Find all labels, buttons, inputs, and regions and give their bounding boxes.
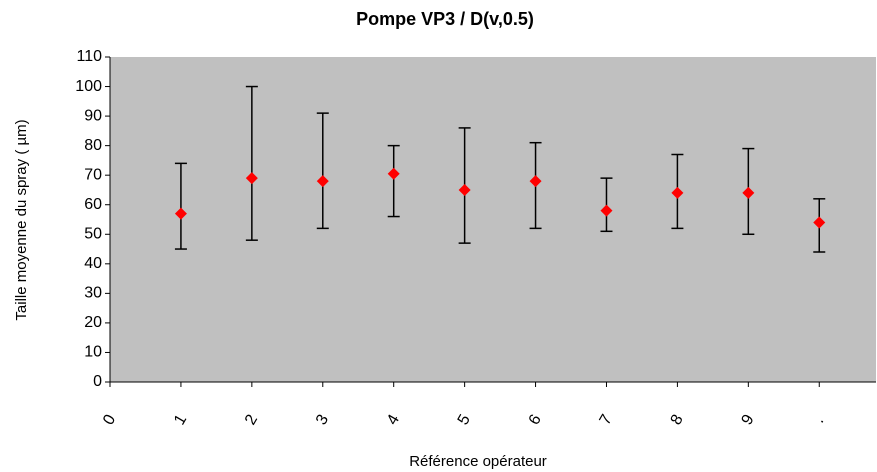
x-tick-label: 1 xyxy=(171,412,190,428)
x-tick-label: 2 xyxy=(242,412,261,428)
y-tick-label: 100 xyxy=(75,78,102,95)
point xyxy=(458,183,471,196)
point xyxy=(245,172,258,185)
point xyxy=(387,167,400,180)
y-tick-label: 50 xyxy=(84,225,102,242)
y-axis-title: Taille moyenne du spray ( µm) xyxy=(13,119,30,320)
y-tick-label: 90 xyxy=(84,107,102,124)
plot-area xyxy=(110,57,876,382)
y-tick-label: 0 xyxy=(93,373,102,390)
x-tick-label: 6 xyxy=(526,412,545,428)
x-tick-label: 4 xyxy=(384,412,403,428)
point xyxy=(174,207,187,220)
point xyxy=(600,204,613,217)
y-tick-label: 70 xyxy=(84,166,102,183)
y-tick-label: 60 xyxy=(84,196,102,213)
y-tick-label: 30 xyxy=(84,285,102,302)
error-bar xyxy=(316,112,329,230)
chart-title: Pompe VP3 / D(v,0.5) xyxy=(356,9,534,29)
point xyxy=(813,216,826,229)
point xyxy=(316,175,329,188)
x-tick-label: 9 xyxy=(739,412,758,428)
x-tick-label: 0 xyxy=(100,412,119,428)
x-tick-label: 3 xyxy=(313,412,332,428)
y-tick-label: 110 xyxy=(76,48,102,65)
x-tick-label: 7 xyxy=(597,412,616,428)
x-tick-label: 5 xyxy=(455,412,474,428)
x-tick-label: 8 xyxy=(668,412,687,428)
x-axis-title: Référence opérateur xyxy=(409,453,547,470)
error-bar xyxy=(174,162,187,250)
y-tick-label: 10 xyxy=(84,344,102,361)
y-tick-label: 40 xyxy=(84,255,102,272)
error-bar xyxy=(245,85,258,241)
point xyxy=(671,186,684,199)
error-bar xyxy=(387,144,400,218)
y-tick-label: 80 xyxy=(84,137,102,154)
point xyxy=(529,175,542,188)
y-tick-label: 20 xyxy=(84,314,102,331)
x-tick-label: . xyxy=(811,414,828,426)
point xyxy=(742,186,755,199)
